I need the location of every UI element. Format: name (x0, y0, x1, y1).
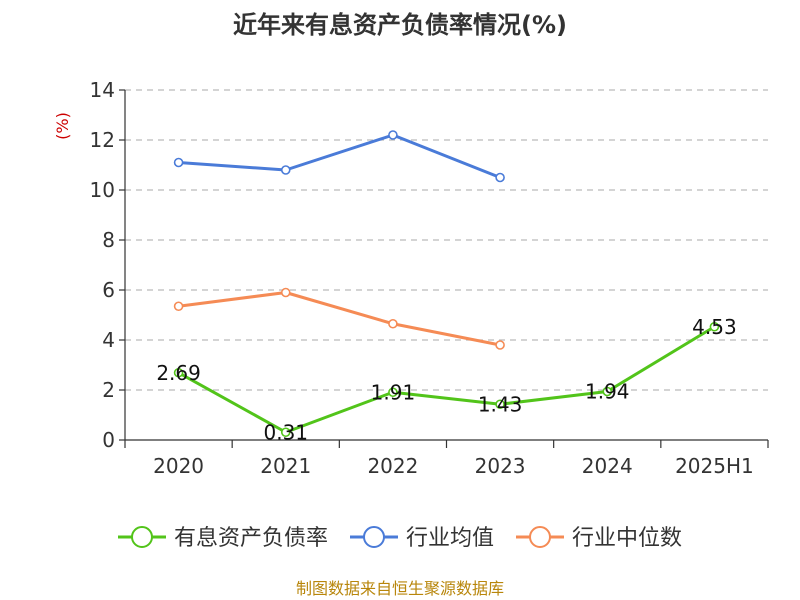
x-axis: 2020 2021 2022 2023 2024 2025H1 (124, 439, 769, 478)
series-line (178, 291, 501, 347)
data-point[interactable] (173, 301, 184, 312)
data-point[interactable] (495, 340, 505, 350)
data-label: 4.53 (692, 315, 737, 339)
data-point[interactable] (709, 321, 720, 332)
x-tick-label: 2021 (260, 454, 311, 478)
data-labels: 2.69 0.31 1.91 1.43 1.94 4.53 (156, 315, 736, 445)
data-label: 1.43 (478, 392, 523, 416)
data-point[interactable] (388, 130, 398, 140)
data-label: 1.91 (371, 380, 416, 404)
legend[interactable]: 有息资产负债率 行业均值 行业中位数 (118, 526, 682, 551)
grid-lines (125, 89, 768, 391)
legend-marker (131, 526, 153, 548)
legend-label: 行业均值 (406, 526, 494, 551)
data-point[interactable] (495, 172, 505, 183)
y-tick-label: 10 (90, 178, 115, 202)
data-point[interactable] (280, 287, 291, 298)
x-tick-label: 2025H1 (675, 454, 754, 478)
data-label: 0.31 (263, 420, 308, 444)
y-tick-label: 8 (102, 228, 115, 252)
series-group (173, 130, 720, 438)
x-tick-label: 2024 (582, 454, 633, 478)
legend-item[interactable]: 有息资产负债率 (118, 526, 328, 551)
source-note: 制图数据来自恒生聚源数据库 (296, 579, 504, 598)
data-point[interactable] (388, 387, 398, 398)
x-tick-label: 2023 (475, 454, 526, 478)
data-point[interactable] (602, 386, 613, 397)
y-tick-label: 12 (90, 128, 115, 152)
series-line (178, 133, 501, 179)
legend-label: 有息资产负债率 (174, 526, 328, 551)
legend-marker (529, 526, 551, 548)
y-tick-label: 2 (102, 378, 115, 402)
legend-item[interactable]: 行业中位数 (516, 526, 682, 551)
data-point[interactable] (173, 367, 184, 378)
data-point[interactable] (388, 318, 398, 329)
y-axis: 0 2 4 6 8 10 12 14 (90, 78, 126, 452)
series-line (177, 325, 716, 434)
data-label: 2.69 (156, 361, 201, 385)
legend-marker (363, 526, 385, 548)
y-tick-label: 0 (102, 428, 115, 452)
y-axis-unit-label: (%) (53, 112, 72, 140)
y-tick-label: 4 (102, 328, 115, 352)
x-tick-label: 2020 (153, 454, 204, 478)
data-label: 1.94 (585, 380, 630, 404)
x-tick-label: 2022 (367, 454, 418, 478)
data-point[interactable] (280, 165, 291, 175)
data-point[interactable] (495, 399, 505, 410)
y-tick-label: 14 (90, 78, 115, 102)
y-tick-label: 6 (102, 278, 115, 302)
data-point[interactable] (280, 427, 291, 438)
legend-item[interactable]: 行业均值 (350, 526, 494, 551)
legend-label: 行业中位数 (572, 526, 682, 551)
data-point[interactable] (173, 157, 184, 168)
chart-title: 近年来有息资产负债率情况(%) (233, 11, 567, 39)
